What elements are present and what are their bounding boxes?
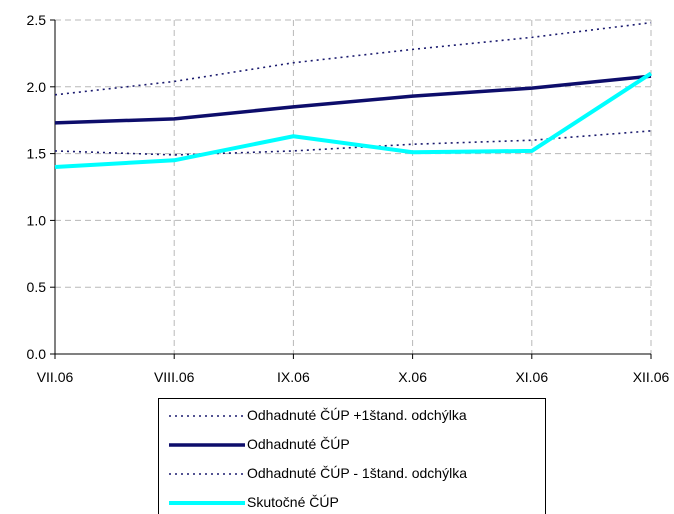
x-tick-label: XI.06 <box>515 369 548 385</box>
legend-label: Odhadnuté ČÚP +1štand. odchýlka <box>247 407 467 423</box>
chart-tick-labels: 0.0 0.5 1.0 1.5 2.0 2.5 VII.06 VIII.06 IX.06 X.06… <box>27 12 670 385</box>
y-tick-label: 1.0 <box>27 212 47 228</box>
legend-swatch <box>169 443 245 447</box>
x-tick-label: IX.06 <box>277 369 310 385</box>
legend-item: Odhadnuté ČÚP - 1štand. odchýlka <box>159 463 545 485</box>
y-tick-label: 2.5 <box>27 12 47 28</box>
x-tick-label: X.06 <box>398 369 427 385</box>
line-chart: 0.0 0.5 1.0 1.5 2.0 2.5 VII.06 VIII.06 IX.06 X.06… <box>27 12 670 385</box>
legend-swatch <box>169 473 245 475</box>
x-tick-label: XII.06 <box>633 369 670 385</box>
legend-swatch <box>169 415 245 417</box>
legend-swatch <box>169 501 245 505</box>
legend-label: Skutočné ČÚP <box>247 494 339 510</box>
chart-legend: Odhadnuté ČÚP +1štand. odchýlka Odhadnuté… <box>158 398 546 514</box>
chart-grid <box>55 19 652 354</box>
y-tick-label: 0.5 <box>27 279 47 295</box>
legend-label: Odhadnuté ČÚP - 1štand. odchýlka <box>247 465 467 481</box>
series-line-2 <box>54 74 652 125</box>
series-line-4 <box>54 71 653 169</box>
y-tick-label: 0.0 <box>27 346 47 362</box>
chart-axes <box>50 19 652 359</box>
legend-item: Odhadnuté ČÚP <box>159 434 545 456</box>
legend-label: Odhadnuté ČÚP <box>247 436 350 452</box>
x-tick-label: VII.06 <box>37 369 74 385</box>
x-tick-label: VIII.06 <box>154 369 195 385</box>
legend-item: Odhadnuté ČÚP +1štand. odchýlka <box>159 405 545 427</box>
y-tick-label: 2.0 <box>27 79 47 95</box>
legend-item: Skutočné ČÚP <box>159 492 545 514</box>
y-tick-label: 1.5 <box>27 146 47 162</box>
chart-series <box>54 21 653 169</box>
series-line-1 <box>54 21 652 96</box>
